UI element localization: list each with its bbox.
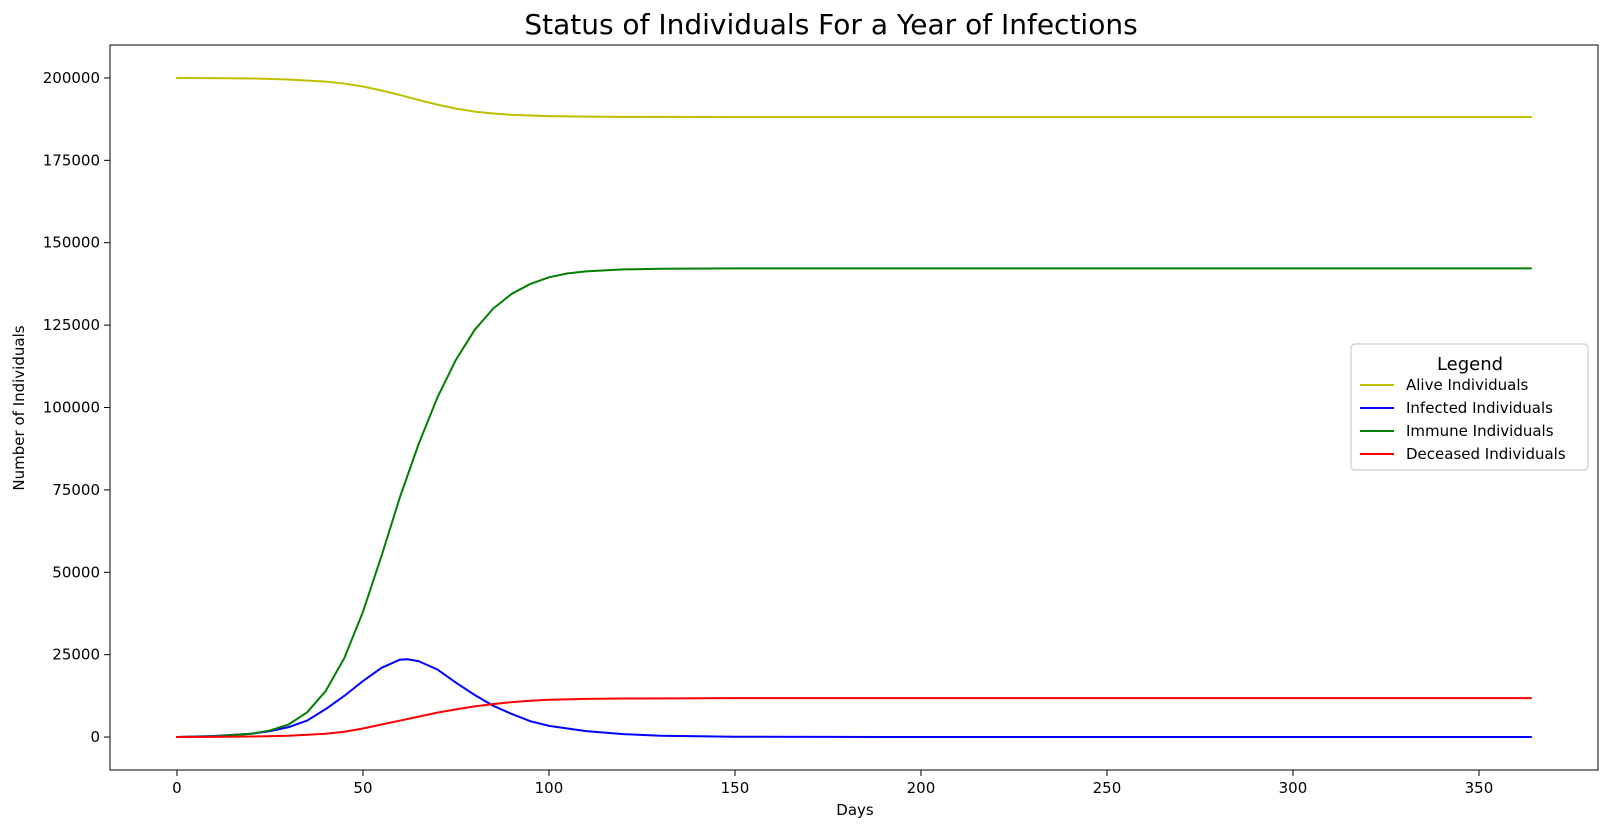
legend-label: Alive Individuals (1406, 376, 1529, 394)
x-tick-label: 50 (353, 779, 372, 797)
x-axis-ticks: 0 50 100 150 200 250 300 350 (172, 770, 1493, 797)
x-tick-label: 0 (172, 779, 182, 797)
series-line-deceased-individuals (175, 697, 1533, 739)
x-tick-label: 200 (907, 779, 936, 797)
legend-label: Deceased Individuals (1406, 445, 1566, 463)
x-tick-label: 350 (1465, 779, 1494, 797)
y-tick-label: 175000 (43, 151, 100, 169)
y-tick-label: 125000 (43, 316, 100, 334)
y-tick-label: 25000 (52, 646, 100, 664)
x-axis-label: Days (836, 801, 874, 819)
y-axis-ticks: 0 25000 50000 75000 100000 125000 150000 175000… (43, 69, 110, 746)
series-line-infected-individuals (175, 658, 1533, 739)
chart-title: Status of Individuals For a Year of Infe… (524, 8, 1137, 41)
y-tick-label: 150000 (43, 234, 100, 252)
y-tick-label: 50000 (52, 563, 100, 581)
y-axis-label: Number of Individuals (10, 325, 28, 490)
legend: Legend Alive Individuals Infected Individ… (1350, 343, 1589, 471)
x-tick-label: 100 (535, 779, 564, 797)
y-tick-label: 75000 (52, 481, 100, 499)
legend-title: Legend (1437, 354, 1503, 375)
y-tick-label: 100000 (43, 399, 100, 417)
series-line-immune-individuals (175, 267, 1533, 739)
legend-label: Infected Individuals (1406, 399, 1553, 417)
legend-items: Alive Individuals Infected Individuals Imm… (1360, 376, 1566, 463)
x-tick-label: 300 (1279, 779, 1308, 797)
legend-box (1350, 343, 1589, 471)
y-tick-label: 0 (90, 728, 100, 746)
y-tick-label: 200000 (43, 69, 100, 87)
x-tick-label: 250 (1093, 779, 1122, 797)
series-layer (175, 76, 1533, 739)
series-line-alive-individuals (175, 76, 1533, 119)
x-tick-label: 150 (721, 779, 750, 797)
legend-label: Immune Individuals (1406, 422, 1554, 440)
